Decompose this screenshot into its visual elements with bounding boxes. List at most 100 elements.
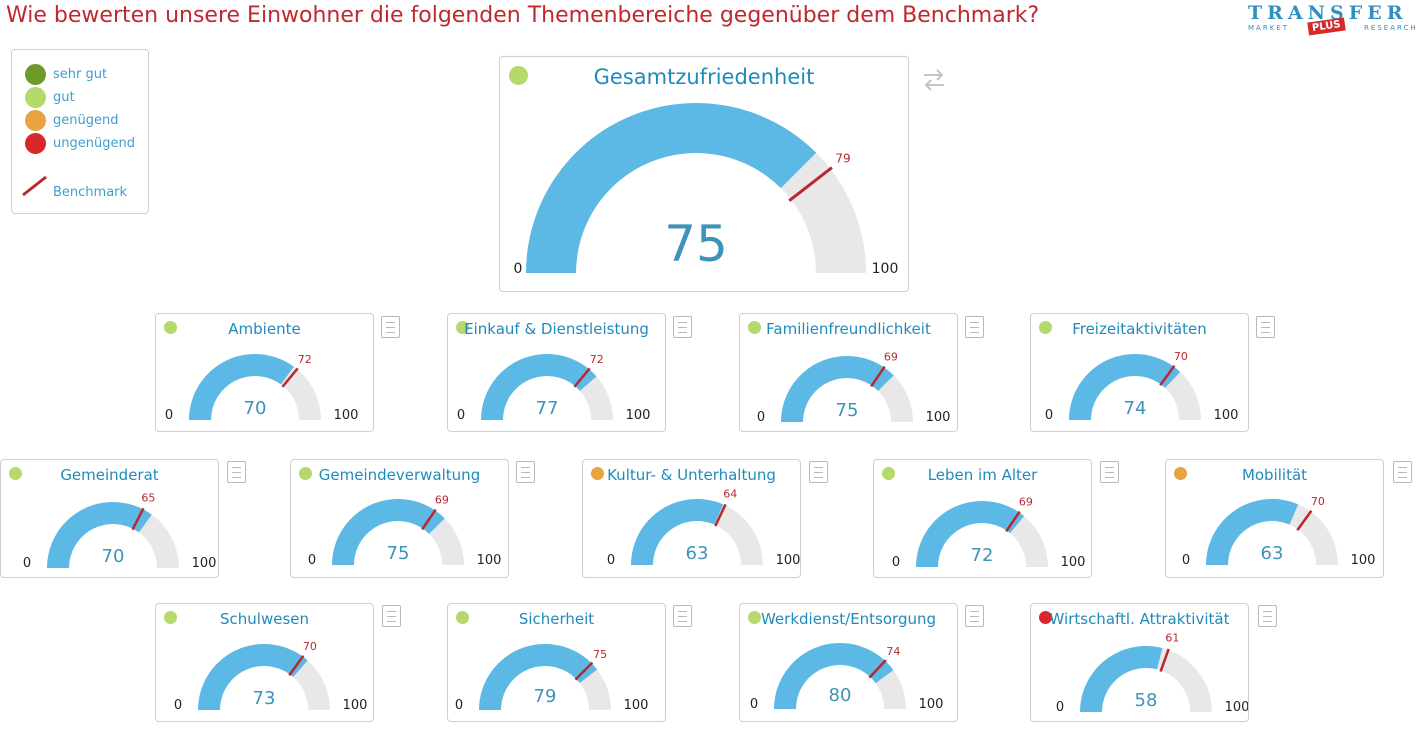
gauge-card[interactable]: Mobilität 70 63 0 100	[1165, 459, 1384, 578]
benchmark-label: 70	[1174, 350, 1188, 363]
gauge-chart: 69 72 0 100	[892, 495, 1086, 570]
gauge-card[interactable]: Wirtschaftl. Attraktivität 61 58 0 100	[1030, 603, 1249, 722]
gauge-title: Familienfreundlichkeit	[766, 320, 931, 338]
gauge-chart: 69 75 0 100	[308, 493, 502, 568]
benchmark-label: 65	[141, 492, 155, 505]
details-list-icon[interactable]	[382, 605, 401, 627]
gauge-chart: 64 63 0 100	[607, 487, 800, 568]
gauge-value: 80	[829, 685, 852, 706]
benchmark-label: 72	[590, 353, 604, 366]
gauge-title: Sicherheit	[518, 610, 595, 628]
legend: sehr gut gut genügend ungenügend Benchma…	[11, 49, 149, 214]
page-title: Wie bewerten unsere Einwohner die folgen…	[6, 3, 1040, 28]
status-dot-icon	[748, 611, 761, 624]
status-dot-icon	[1174, 467, 1187, 480]
details-list-icon[interactable]	[381, 316, 400, 338]
gauge-card[interactable]: Freizeitaktivitäten 70 74 0 100	[1030, 313, 1249, 432]
legend-item-genuegend: genügend	[25, 109, 118, 131]
status-dot-icon	[509, 66, 528, 85]
gauge-value: 70	[102, 546, 125, 567]
legend-dot-icon	[25, 109, 46, 131]
gauge-title: Kultur- & Unterhaltung	[607, 466, 776, 484]
gauge-value-arc	[332, 499, 445, 565]
gauge-chart: 69 75 0 100	[757, 350, 951, 425]
logo-sub-left: MARKET	[1248, 24, 1289, 32]
gauge-title: Wirtschaftl. Attraktivität	[1049, 610, 1230, 628]
transfer-plus-logo: TRANSFER MARKET RESEARCH PLUS	[1246, 2, 1418, 38]
gauge-value: 73	[253, 688, 276, 709]
gauge-card[interactable]: Kultur- & Unterhaltung 64 63 0 100	[582, 459, 801, 578]
details-list-icon[interactable]	[516, 461, 535, 483]
gauge-value-arc	[526, 102, 817, 273]
scale-min-label: 0	[174, 698, 182, 713]
benchmark-marker	[870, 365, 886, 388]
status-dot-icon	[882, 467, 895, 480]
scale-min-label: 0	[750, 697, 758, 712]
gauge-title: Werkdienst/Entsorgung	[760, 610, 937, 628]
status-dot-icon	[299, 467, 312, 480]
legend-dot-icon	[25, 132, 46, 154]
swap-arrows-icon[interactable]	[920, 66, 948, 94]
scale-min-label: 0	[757, 410, 765, 425]
legend-label: sehr gut	[53, 66, 108, 82]
benchmark-line-icon	[22, 175, 47, 197]
scale-max-label: 100	[1351, 553, 1376, 568]
details-list-icon[interactable]	[227, 461, 246, 483]
main-gauge-card[interactable]: Gesamtzufriedenheit 79 75 0 100	[499, 56, 909, 292]
scale-min-label: 0	[607, 553, 615, 568]
scale-max-label: 100	[343, 698, 368, 713]
details-list-icon[interactable]	[965, 605, 984, 627]
benchmark-label: 75	[593, 648, 607, 661]
gauge-title: Freizeitaktivitäten	[1072, 320, 1207, 338]
gauge-value-arc	[1069, 354, 1181, 420]
gauge-card[interactable]: Familienfreundlichkeit 69 75 0 100	[739, 313, 958, 432]
legend-label: genügend	[53, 112, 119, 128]
scale-min-label: 0	[1182, 553, 1190, 568]
gauge-card[interactable]: Leben im Alter 69 72 0 100	[873, 459, 1092, 578]
gauge-value: 75	[387, 543, 410, 564]
details-list-icon[interactable]	[1100, 461, 1119, 483]
scale-max-label: 100	[919, 697, 944, 712]
gauge-card[interactable]: Werkdienst/Entsorgung 74 80 0 100	[739, 603, 958, 722]
details-list-icon[interactable]	[809, 461, 828, 483]
gauge-value: 74	[1124, 398, 1147, 419]
details-list-icon[interactable]	[1256, 316, 1275, 338]
gauge-card[interactable]: Sicherheit 75 79 0 100	[447, 603, 666, 722]
gauge-card[interactable]: Gemeindeverwaltung 69 75 0 100	[290, 459, 509, 578]
benchmark-label: 70	[1311, 495, 1325, 508]
gauge-card[interactable]: Schulwesen 70 73 0 100	[155, 603, 374, 722]
gauge-card[interactable]: Gemeinderat 65 70 0 100	[0, 459, 219, 578]
gauge-value: 58	[1135, 690, 1158, 711]
gauge-value: 72	[971, 545, 994, 566]
benchmark-marker	[281, 367, 299, 388]
gauge-chart: 74 80 0 100	[750, 643, 944, 712]
benchmark-label: 69	[1019, 495, 1033, 508]
details-list-icon[interactable]	[1258, 605, 1277, 627]
details-list-icon[interactable]	[673, 316, 692, 338]
details-list-icon[interactable]	[673, 605, 692, 627]
gauge-value: 75	[664, 215, 728, 273]
scale-min-label: 0	[457, 408, 465, 423]
scale-max-label: 100	[776, 553, 800, 568]
legend-item-benchmark: Benchmark	[22, 174, 152, 202]
details-list-icon[interactable]	[1393, 461, 1412, 483]
logo-wordmark: TRANSFER	[1248, 2, 1408, 24]
benchmark-marker	[1159, 648, 1170, 672]
benchmark-line-sample	[22, 175, 47, 197]
benchmark-label: 74	[886, 645, 900, 658]
legend-label: gut	[53, 89, 75, 105]
benchmark-label: 69	[884, 350, 898, 363]
details-list-icon[interactable]	[965, 316, 984, 338]
status-dot-icon	[1039, 611, 1052, 624]
gauge-value: 63	[686, 543, 709, 564]
status-dot-icon	[748, 321, 761, 334]
scale-max-label: 100	[626, 408, 651, 423]
status-dot-icon	[456, 321, 469, 334]
gauge-title: Gemeinderat	[60, 466, 159, 484]
gauge-card[interactable]: Einkauf & Dienstleistung 72 77 0 100	[447, 313, 666, 432]
gauge-card[interactable]: Ambiente 72 70 0 100	[155, 313, 374, 432]
scale-min-label: 0	[1056, 700, 1064, 715]
status-dot-icon	[1039, 321, 1052, 334]
gauge-value-arc	[1206, 499, 1299, 565]
gauge-title: Gemeindeverwaltung	[318, 466, 481, 484]
